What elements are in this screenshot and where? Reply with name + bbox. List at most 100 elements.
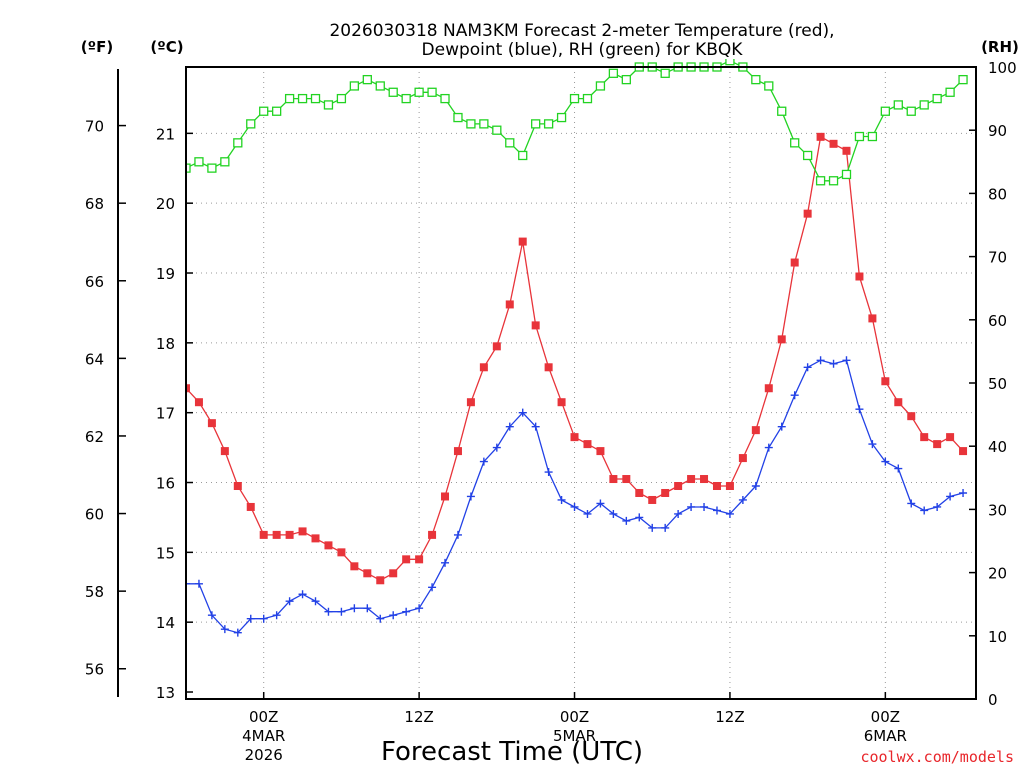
- temperature-point: [622, 475, 631, 484]
- temperature-point: [946, 433, 955, 442]
- fahrenheit-tick-label: 56: [85, 661, 104, 679]
- rh-point: [284, 93, 295, 104]
- celsius-tick-label: 14: [156, 614, 175, 632]
- rh-unit-label: (RH): [981, 38, 1019, 56]
- temperature-point: [700, 475, 709, 484]
- rh-point: [246, 119, 256, 129]
- rh-point: [919, 100, 929, 110]
- rh-point: [880, 106, 890, 116]
- dewpoint-point: [894, 464, 903, 473]
- celsius-tick-label: 19: [156, 265, 175, 283]
- chart-title-line-1: 2026030318 NAM3KM Forecast 2-meter Tempe…: [329, 21, 834, 41]
- rh-point: [186, 163, 191, 173]
- temperature-point: [712, 482, 721, 491]
- rh-point: [556, 112, 567, 123]
- rh-point: [479, 119, 489, 129]
- dewpoint-point: [259, 614, 268, 623]
- dewpoint-point: [220, 625, 229, 634]
- temperature-point: [648, 495, 657, 504]
- rh-tick-label: 100: [988, 59, 1017, 77]
- x-tick-date-label: 5MAR: [553, 727, 596, 745]
- rh-point: [543, 119, 554, 129]
- temperature-point: [207, 419, 216, 428]
- dewpoint-point: [881, 457, 890, 466]
- rh-point: [906, 106, 916, 116]
- temperature-point: [311, 534, 320, 543]
- rh-tick-label: 70: [988, 249, 1007, 267]
- dewpoint-point: [505, 422, 514, 431]
- rh-point: [893, 100, 903, 110]
- dewpoint-point: [544, 468, 553, 477]
- dewpoint-point: [725, 509, 734, 518]
- dewpoint-point: [816, 356, 825, 365]
- rh-tick-label: 80: [988, 185, 1007, 203]
- dewpoint-point: [285, 597, 294, 606]
- fahrenheit-tick-label: 70: [85, 118, 104, 136]
- dewpoint-point: [186, 579, 190, 588]
- dewpoint-point: [868, 440, 877, 449]
- temperature-point: [453, 447, 462, 456]
- dewpoint-point: [194, 579, 203, 588]
- rh-point: [595, 81, 606, 91]
- temperature-point: [505, 300, 514, 309]
- dewpoint-point: [518, 408, 527, 417]
- chart-title-line-2: Dewpoint (blue), RH (green) for KBQK: [422, 40, 744, 60]
- temperature-point: [907, 412, 916, 421]
- rh-point: [375, 81, 385, 91]
- fahrenheit-tick-label: 60: [85, 506, 104, 524]
- dewpoint-point: [428, 583, 437, 592]
- credit-link[interactable]: coolwx.com/models: [860, 748, 1014, 766]
- temperature-point: [233, 482, 242, 491]
- rh-tick-label: 90: [988, 122, 1007, 140]
- fahrenheit-tick-label: 58: [85, 583, 104, 601]
- x-axis-label: Forecast Time (UTC): [381, 737, 643, 767]
- rh-point: [492, 125, 502, 135]
- temperature-point: [259, 530, 268, 539]
- temperature-point: [687, 475, 696, 484]
- temperature-point: [337, 548, 346, 557]
- rh-point: [815, 176, 826, 186]
- dewpoint-point: [700, 502, 709, 511]
- dewpoint-point: [492, 443, 501, 452]
- rh-point: [466, 119, 476, 129]
- dewpoint-point: [453, 530, 462, 539]
- dewpoint-point: [557, 495, 566, 504]
- rh-point: [440, 93, 450, 104]
- temperature-point: [272, 530, 281, 539]
- dewpoint-point: [920, 506, 929, 515]
- rh-point: [569, 93, 580, 104]
- temperature-point: [738, 454, 747, 463]
- dewpoint-point: [233, 628, 242, 637]
- rh-point: [854, 131, 865, 142]
- rh-point: [764, 81, 774, 91]
- temperature-point: [816, 132, 825, 141]
- fahrenheit-unit-label: (ºF): [81, 38, 113, 56]
- rh-tick-label: 50: [988, 375, 1007, 393]
- temperature-point: [285, 530, 294, 539]
- rh-point: [945, 87, 955, 97]
- rh-point: [751, 74, 761, 85]
- dewpoint-point: [402, 607, 411, 616]
- x-tick-label: 00Z: [249, 708, 278, 726]
- temperature-point: [570, 433, 579, 442]
- rh-point: [427, 87, 437, 97]
- dewpoint-point: [609, 509, 618, 518]
- rh-point: [194, 157, 204, 167]
- temperature-point: [544, 363, 553, 372]
- rh-point: [790, 138, 800, 148]
- dewpoint-point: [363, 604, 372, 613]
- rh-point: [310, 93, 321, 104]
- dewpoint-point: [441, 558, 450, 567]
- rh-tick-label: 60: [988, 312, 1007, 330]
- temperature-point: [583, 440, 592, 449]
- temperature-point: [609, 475, 618, 484]
- rh-point: [259, 106, 269, 116]
- fahrenheit-tick-label: 64: [85, 350, 104, 368]
- rh-point: [414, 87, 424, 97]
- rh-point: [932, 93, 942, 104]
- rh-point: [582, 93, 593, 104]
- temperature-point: [479, 363, 488, 372]
- rh-point: [362, 74, 372, 85]
- rh-point: [802, 150, 813, 161]
